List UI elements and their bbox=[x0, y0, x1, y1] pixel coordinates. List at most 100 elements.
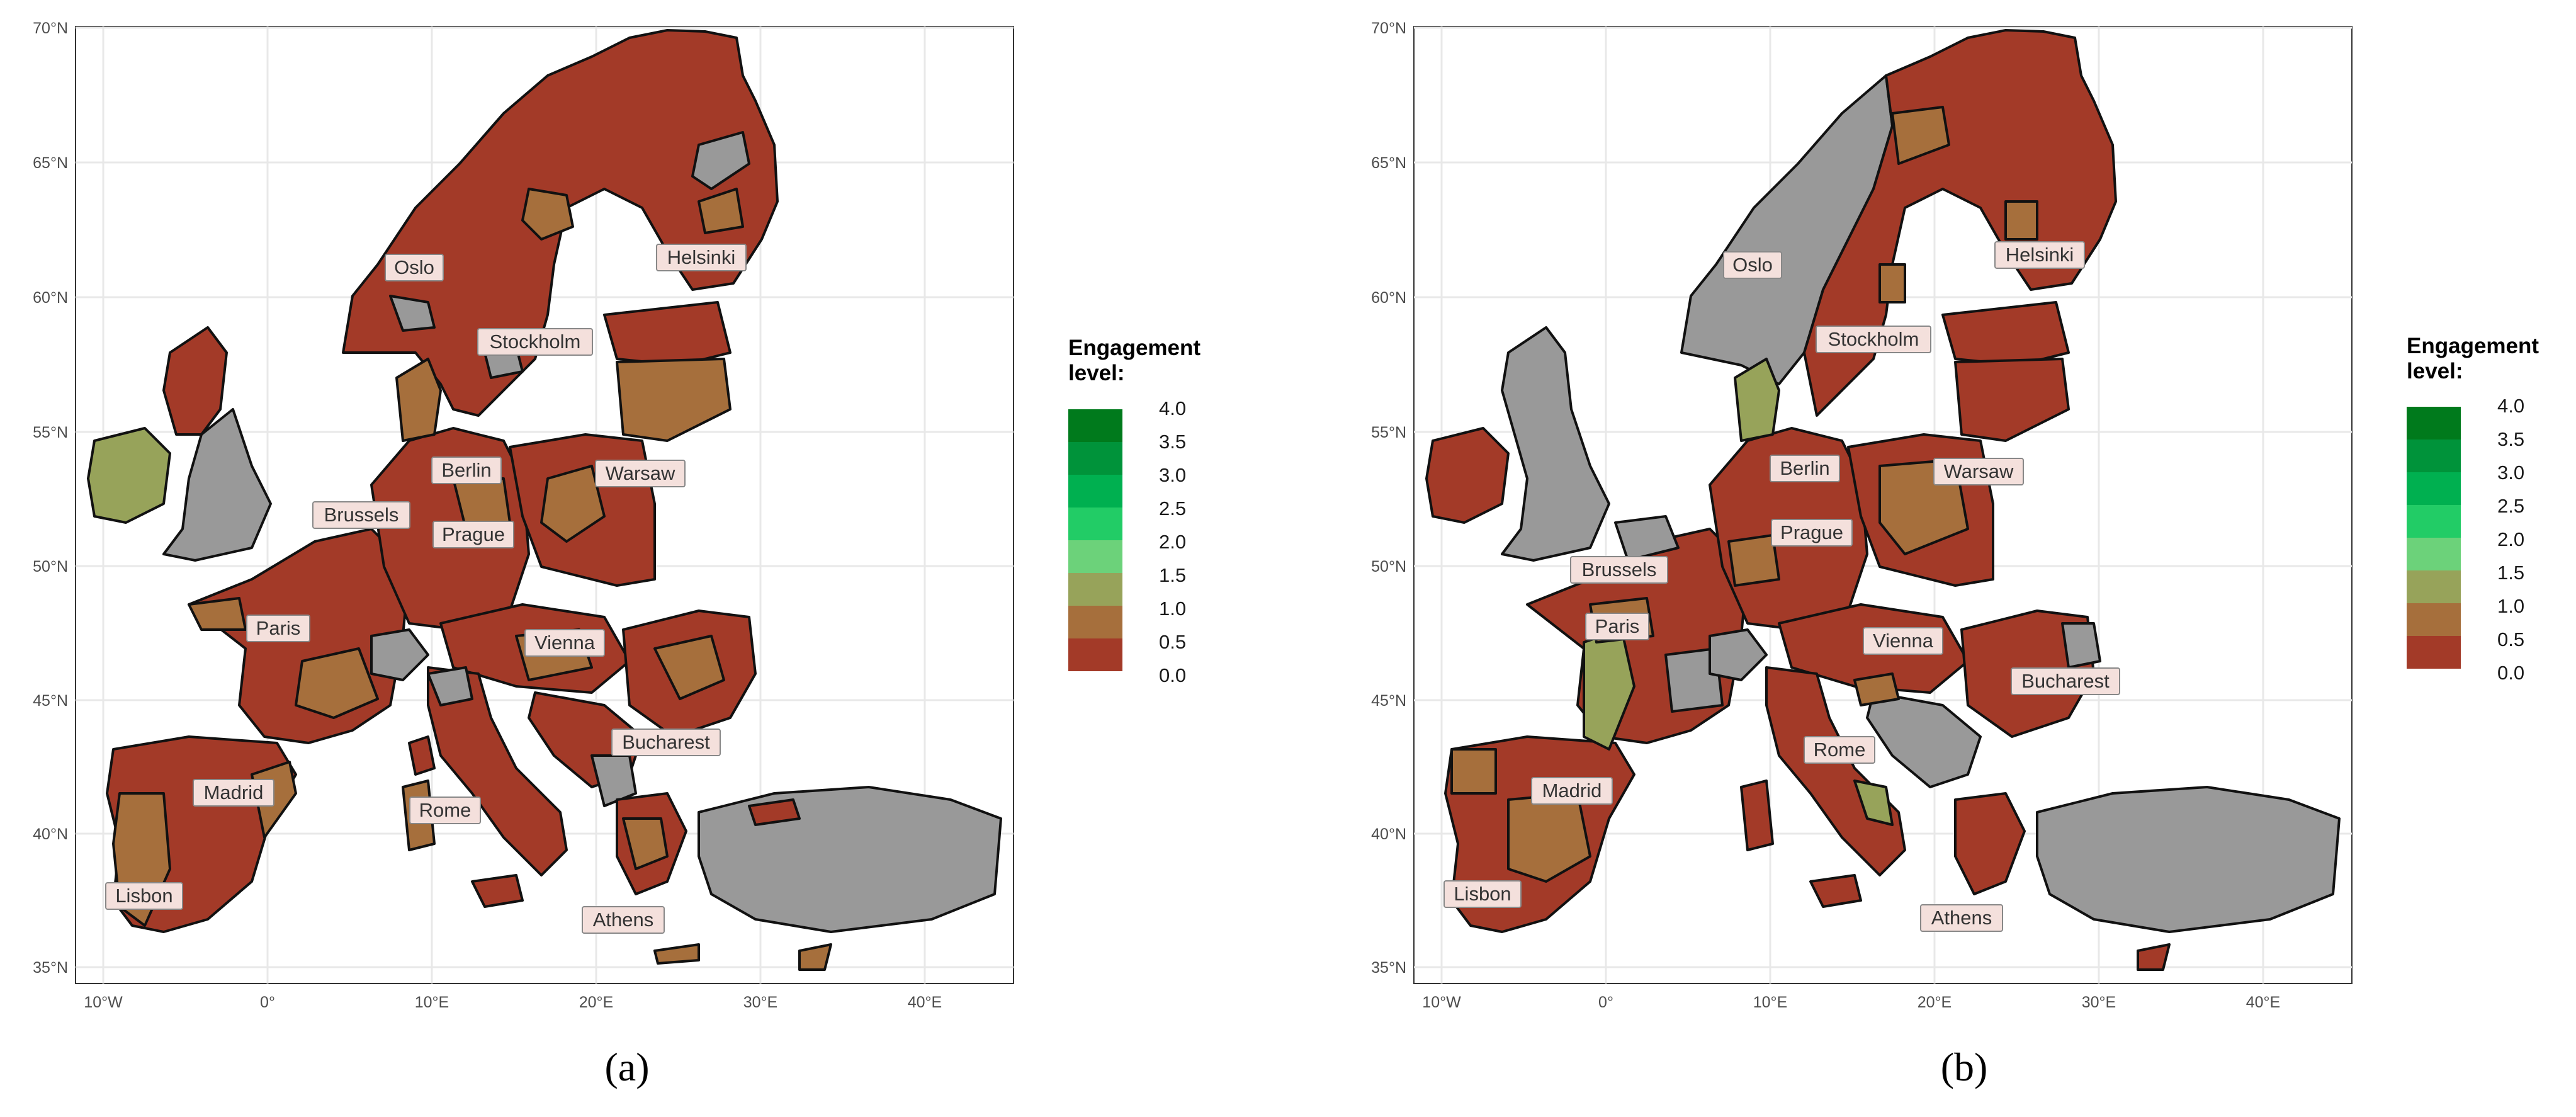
svg-text:Vienna: Vienna bbox=[534, 632, 596, 654]
svg-text:Brussels: Brussels bbox=[324, 504, 399, 526]
region-switzerland-grey bbox=[1709, 628, 1768, 681]
x-tick-label: 20°E bbox=[579, 994, 613, 1011]
x-tick-label: 40°E bbox=[2246, 994, 2280, 1011]
city-labels-b: Oslo Helsinki Stockholm Berlin Warsaw Pr… bbox=[1443, 241, 2120, 932]
legend-label: 1.5 bbox=[1159, 564, 1187, 586]
svg-text:Athens: Athens bbox=[1931, 907, 1992, 929]
svg-text:Bucharest: Bucharest bbox=[2021, 670, 2110, 692]
region-romania-mid bbox=[653, 635, 725, 700]
legend-title: Engagement level: bbox=[2407, 334, 2539, 383]
svg-text:Paris: Paris bbox=[1595, 615, 1640, 637]
city-label-paris: Paris bbox=[1585, 613, 1649, 640]
legend-label: 0.0 bbox=[2497, 662, 2525, 684]
region-denmark bbox=[1734, 358, 1780, 442]
legend-label: 2.0 bbox=[2497, 528, 2525, 550]
svg-text:Athens: Athens bbox=[593, 909, 654, 931]
legend-label: 4.0 bbox=[1159, 397, 1187, 419]
legend-label: 0.0 bbox=[1159, 664, 1187, 686]
x-tick-label: 30°E bbox=[2082, 994, 2116, 1011]
svg-text:Berlin: Berlin bbox=[1780, 457, 1829, 479]
svg-text:Paris: Paris bbox=[256, 617, 301, 639]
legend-swatch-0-0 bbox=[1068, 638, 1122, 671]
svg-text:Helsinki: Helsinki bbox=[2006, 244, 2074, 266]
city-label-madrid: Madrid bbox=[1531, 777, 1613, 805]
region-greece-mid bbox=[622, 817, 669, 870]
legend-swatch-2-5 bbox=[2407, 505, 2461, 538]
region-latvia bbox=[616, 358, 732, 442]
city-label-oslo: Oslo bbox=[1723, 251, 1782, 279]
city-label-bucharest: Bucharest bbox=[2011, 667, 2120, 695]
legend-label: 2.5 bbox=[2497, 495, 2525, 517]
svg-text:Oslo: Oslo bbox=[394, 256, 434, 278]
region-italy-green bbox=[1853, 780, 1894, 826]
region-sweden-finland bbox=[1803, 29, 2117, 417]
legend-label: 3.5 bbox=[2497, 428, 2525, 450]
city-label-lisbon: Lisbon bbox=[1443, 880, 1522, 908]
svg-text:Madrid: Madrid bbox=[204, 781, 264, 803]
legend-label: 3.5 bbox=[1159, 431, 1187, 453]
svg-text:Lisbon: Lisbon bbox=[1454, 883, 1511, 905]
region-norway-grey bbox=[389, 295, 436, 332]
city-label-warsaw: Warsaw bbox=[1933, 458, 2024, 485]
x-tick-label: 0° bbox=[1598, 994, 1613, 1011]
region-cyprus bbox=[2137, 943, 2171, 971]
region-italy bbox=[427, 666, 568, 876]
city-label-vienna: Vienna bbox=[1863, 627, 1943, 655]
svg-text:Brussels: Brussels bbox=[1582, 558, 1657, 581]
region-switzerland-grey bbox=[370, 628, 429, 681]
svg-text:Lisbon: Lisbon bbox=[115, 885, 172, 907]
legend-swatch-1-5 bbox=[2407, 570, 2461, 603]
legend-swatch-1-0 bbox=[1068, 606, 1122, 638]
y-axis-b: 70°N 65°N 60°N 55°N 50°N 45°N 40°N 35°N bbox=[1371, 20, 1406, 977]
region-france-mid bbox=[295, 647, 379, 719]
region-balkans-mid bbox=[1853, 672, 1900, 706]
y-tick-label: 55°N bbox=[1371, 424, 1406, 441]
plot-area-b bbox=[1413, 26, 2353, 984]
city-label-warsaw: Warsaw bbox=[595, 460, 686, 487]
region-sweden-mid bbox=[521, 188, 574, 241]
x-tick-label: 10°W bbox=[84, 994, 123, 1011]
legend-swatch-3-0 bbox=[1068, 475, 1122, 507]
svg-text:Warsaw: Warsaw bbox=[1944, 460, 2014, 482]
svg-text:Helsinki: Helsinki bbox=[667, 246, 736, 268]
svg-text:Oslo: Oslo bbox=[1732, 254, 1773, 276]
city-labels-a: Oslo Helsinki Stockholm Berlin Warsaw Br… bbox=[105, 244, 747, 934]
region-finland-mid bbox=[698, 188, 744, 234]
x-tick-label: 10°E bbox=[1753, 994, 1787, 1011]
city-label-stockholm: Stockholm bbox=[1816, 326, 1931, 353]
city-label-helsinki: Helsinki bbox=[1994, 241, 2085, 269]
legend-swatch-1-5 bbox=[1068, 573, 1122, 606]
y-tick-label: 60°N bbox=[33, 289, 68, 307]
map-panel-a: 10°W 0° 10°E 20°E 30°E 40°E 70°N 65°N 60… bbox=[33, 20, 1200, 1089]
region-france-west bbox=[188, 597, 247, 631]
region-ireland bbox=[1425, 427, 1510, 524]
region-poland-mid bbox=[540, 465, 606, 543]
region-england-grey bbox=[162, 408, 272, 562]
svg-text:Vienna: Vienna bbox=[1873, 630, 1934, 652]
region-italy bbox=[1765, 666, 1906, 876]
x-tick-label: 10°E bbox=[415, 994, 449, 1011]
x-tick-label: 40°E bbox=[908, 994, 942, 1011]
y-tick-label: 35°N bbox=[1371, 959, 1406, 977]
region-benelux-grey bbox=[1614, 515, 1680, 562]
legend-label: 1.0 bbox=[1159, 598, 1187, 620]
panel-caption-a: (a) bbox=[604, 1045, 650, 1089]
region-balkans-grey bbox=[1866, 691, 1982, 788]
svg-text:Prague: Prague bbox=[442, 523, 505, 545]
legend-swatch-0-0 bbox=[2407, 636, 2461, 669]
region-sicily bbox=[471, 874, 524, 908]
city-label-vienna: Vienna bbox=[524, 629, 605, 657]
y-tick-label: 55°N bbox=[33, 424, 68, 441]
svg-text:Bucharest: Bucharest bbox=[622, 731, 710, 753]
city-label-athens: Athens bbox=[1920, 904, 2003, 932]
legend-label: 1.0 bbox=[2497, 595, 2525, 617]
region-turkey-grey bbox=[698, 786, 1002, 933]
city-label-rome: Rome bbox=[1804, 736, 1875, 764]
svg-text:Stockholm: Stockholm bbox=[490, 331, 581, 353]
svg-text:Stockholm: Stockholm bbox=[1828, 328, 1919, 350]
region-sardinia bbox=[1740, 780, 1774, 851]
city-label-lisbon: Lisbon bbox=[105, 882, 183, 910]
y-tick-label: 50°N bbox=[1371, 558, 1406, 576]
region-ireland bbox=[87, 427, 171, 524]
region-iberia-west bbox=[1450, 748, 1497, 795]
